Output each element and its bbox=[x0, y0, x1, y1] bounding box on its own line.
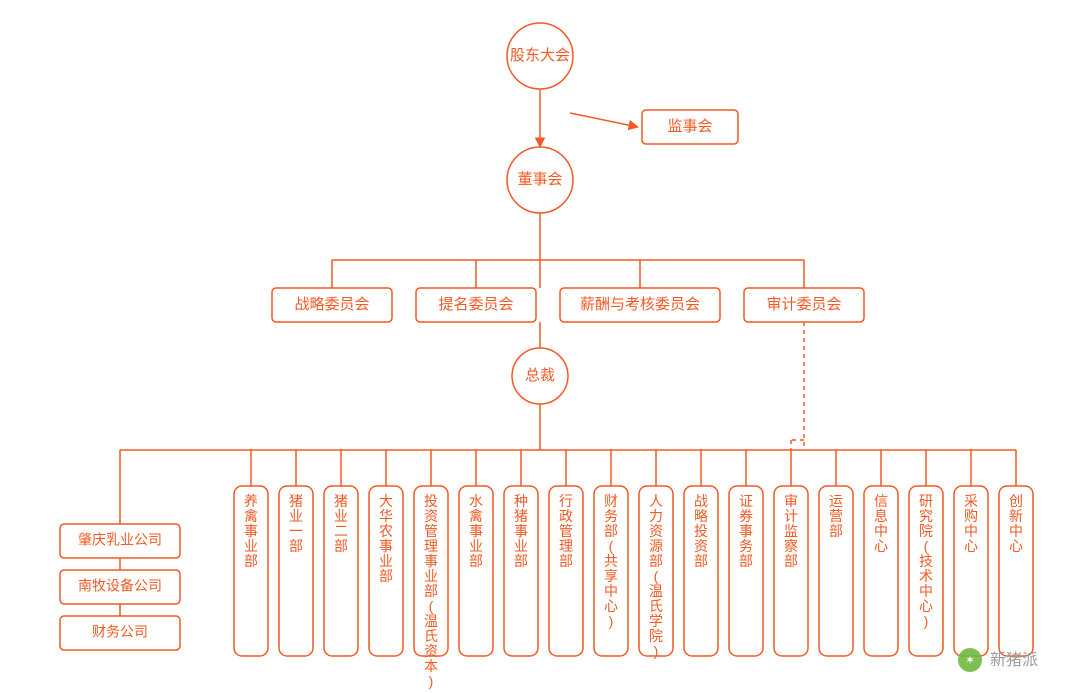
svg-text:养禽事业部: 养禽事业部 bbox=[244, 493, 258, 569]
dept-d14: 运营部 bbox=[819, 486, 853, 656]
svg-text:财务部(共享中心): 财务部(共享中心) bbox=[604, 493, 618, 629]
dept-d8: 行政管理部 bbox=[549, 486, 583, 656]
node-audit: 审计委员会 bbox=[744, 288, 864, 322]
dept-d12: 证券事务部 bbox=[729, 486, 763, 656]
dept-d16: 研究院(技术中心) bbox=[909, 486, 943, 656]
svg-text:创新中心: 创新中心 bbox=[1009, 493, 1023, 554]
node-zhaoqing: 肇庆乳业公司 bbox=[60, 524, 180, 558]
node-finance_co: 财务公司 bbox=[60, 616, 180, 650]
node-president: 总裁 bbox=[512, 348, 568, 404]
dept-d18: 创新中心 bbox=[999, 486, 1033, 656]
svg-text:董事会: 董事会 bbox=[517, 171, 562, 188]
node-nomination: 提名委员会 bbox=[416, 288, 536, 322]
svg-text:财务公司: 财务公司 bbox=[92, 624, 148, 640]
dept-d5: 投资管理事业部(温氏资本) bbox=[414, 486, 448, 689]
svg-text:研究院(技术中心): 研究院(技术中心) bbox=[919, 493, 933, 629]
svg-text:大华农事业部: 大华农事业部 bbox=[379, 493, 393, 584]
svg-text:战略投资部: 战略投资部 bbox=[694, 493, 708, 569]
dept-d4: 大华农事业部 bbox=[369, 486, 403, 656]
svg-text:证券事务部: 证券事务部 bbox=[739, 493, 753, 569]
node-nanmu: 南牧设备公司 bbox=[60, 570, 180, 604]
svg-text:监事会: 监事会 bbox=[667, 118, 712, 135]
org-chart: 股东大会董事会总裁 监事会战略委员会 提名委员会 薪酬与考核委员会 审计委员会 养禽事业… bbox=[0, 0, 1080, 693]
svg-text:运营部: 运营部 bbox=[829, 493, 843, 539]
svg-text:股东大会: 股东大会 bbox=[510, 47, 570, 64]
watermark-text: 新猪派 bbox=[990, 651, 1038, 669]
svg-text:水禽事业部: 水禽事业部 bbox=[469, 493, 483, 569]
dept-d2: 猪业一部 bbox=[279, 486, 313, 656]
svg-text:✶: ✶ bbox=[965, 653, 975, 667]
dept-d17: 采购中心 bbox=[954, 486, 988, 656]
svg-text:总裁: 总裁 bbox=[525, 367, 555, 384]
svg-text:猪业二部: 猪业二部 bbox=[334, 493, 348, 554]
dept-d1: 养禽事业部 bbox=[234, 486, 268, 656]
svg-text:种猪事业部: 种猪事业部 bbox=[514, 493, 528, 569]
svg-text:信息中心: 信息中心 bbox=[874, 493, 888, 554]
svg-text:投资管理事业部(温氏资本): 投资管理事业部(温氏资本) bbox=[424, 493, 438, 689]
svg-text:审计监察部: 审计监察部 bbox=[784, 493, 798, 569]
dept-d13: 审计监察部 bbox=[774, 486, 808, 656]
node-remuneration: 薪酬与考核委员会 bbox=[560, 288, 720, 322]
dept-d9: 财务部(共享中心) bbox=[594, 486, 628, 656]
dept-d3: 猪业二部 bbox=[324, 486, 358, 656]
svg-text:猪业一部: 猪业一部 bbox=[289, 493, 303, 554]
svg-text:肇庆乳业公司: 肇庆乳业公司 bbox=[78, 532, 162, 548]
node-board: 董事会 bbox=[507, 147, 573, 213]
dept-d11: 战略投资部 bbox=[684, 486, 718, 656]
svg-text:南牧设备公司: 南牧设备公司 bbox=[78, 578, 162, 594]
dept-d10: 人力资源部(温氏学院) bbox=[639, 486, 673, 659]
svg-text:审计委员会: 审计委员会 bbox=[766, 296, 841, 313]
dept-d15: 信息中心 bbox=[864, 486, 898, 656]
dept-d6: 水禽事业部 bbox=[459, 486, 493, 656]
node-shareholders: 股东大会 bbox=[507, 23, 573, 89]
svg-text:行政管理部: 行政管理部 bbox=[559, 493, 573, 569]
svg-text:提名委员会: 提名委员会 bbox=[438, 296, 513, 313]
svg-text:战略委员会: 战略委员会 bbox=[294, 296, 369, 313]
dept-d7: 种猪事业部 bbox=[504, 486, 538, 656]
node-strategy: 战略委员会 bbox=[272, 288, 392, 322]
svg-text:采购中心: 采购中心 bbox=[964, 493, 978, 554]
node-supervisory: 监事会 bbox=[642, 110, 738, 144]
svg-text:薪酬与考核委员会: 薪酬与考核委员会 bbox=[580, 296, 700, 313]
